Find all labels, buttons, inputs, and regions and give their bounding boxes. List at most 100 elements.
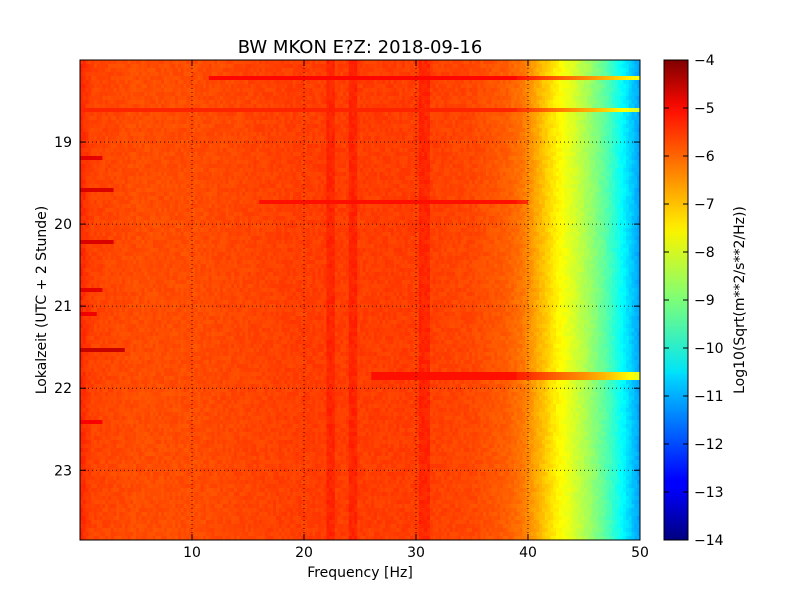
- heatmap-cell: [441, 132, 445, 137]
- heatmap-cell: [449, 96, 453, 101]
- heatmap-cell: [337, 76, 341, 81]
- heatmap-cell: [617, 76, 621, 81]
- heatmap-cell: [396, 148, 400, 153]
- heatmap-cell: [351, 60, 355, 65]
- heatmap-cell: [281, 120, 285, 125]
- heatmap-cell: [222, 120, 226, 125]
- heatmap-cell: [362, 128, 366, 133]
- heatmap-cell: [418, 148, 422, 153]
- heatmap-cell: [312, 80, 316, 85]
- heatmap-cell: [544, 96, 548, 101]
- heatmap-cell: [267, 152, 271, 157]
- heatmap-cell: [547, 148, 551, 153]
- heatmap-cell: [354, 148, 358, 153]
- heatmap-cell: [430, 80, 434, 85]
- heatmap-cell: [455, 152, 459, 157]
- heatmap-cell: [248, 84, 252, 89]
- heatmap-cell: [626, 64, 630, 69]
- heatmap-cell: [486, 112, 490, 117]
- heatmap-cell: [220, 120, 224, 125]
- heatmap-cell: [609, 88, 613, 93]
- heatmap-cell: [536, 124, 540, 129]
- heatmap-cell: [474, 64, 478, 69]
- heatmap-cell: [407, 104, 411, 109]
- heatmap-cell: [180, 156, 184, 161]
- heatmap-cell: [522, 68, 526, 73]
- heatmap-cell: [155, 152, 159, 157]
- heatmap-cell: [410, 68, 414, 73]
- heatmap-cell: [262, 72, 266, 77]
- heatmap-cell: [402, 100, 406, 105]
- heatmap-cell: [427, 92, 431, 97]
- heatmap-cell: [253, 144, 257, 149]
- heatmap-cell: [239, 92, 243, 97]
- heatmap-cell: [290, 112, 294, 117]
- heatmap-cell: [497, 72, 501, 77]
- heatmap-cell: [152, 120, 156, 125]
- heatmap-cell: [351, 72, 355, 77]
- heatmap-cell: [567, 80, 571, 85]
- heatmap-cell: [304, 120, 308, 125]
- heatmap-cell: [620, 128, 624, 133]
- heatmap-cell: [270, 136, 274, 141]
- heatmap-cell: [105, 88, 109, 93]
- heatmap-cell: [192, 80, 196, 85]
- heatmap-cell: [225, 144, 229, 149]
- heatmap-cell: [553, 60, 557, 65]
- heatmap-cell: [502, 148, 506, 153]
- heatmap-cell: [564, 132, 568, 137]
- heatmap-cell: [536, 100, 540, 105]
- heatmap-cell: [511, 108, 515, 113]
- heatmap-cell: [144, 76, 148, 81]
- heatmap-cell: [309, 60, 313, 65]
- heatmap-cell: [124, 60, 128, 65]
- heatmap-cell: [399, 124, 403, 129]
- heatmap-cell: [124, 64, 128, 69]
- heatmap-cell: [183, 68, 187, 73]
- heatmap-cell: [228, 116, 232, 121]
- heatmap-cell: [164, 144, 168, 149]
- heatmap-cell: [542, 60, 546, 65]
- heatmap-cell: [424, 152, 428, 157]
- heatmap-cell: [620, 140, 624, 145]
- heatmap-cell: [488, 128, 492, 133]
- heatmap-cell: [119, 136, 123, 141]
- heatmap-cell: [620, 64, 624, 69]
- heatmap-cell: [505, 64, 509, 69]
- heatmap-cell: [346, 128, 350, 133]
- heatmap-cell: [329, 60, 333, 65]
- heatmap-cell: [544, 124, 548, 129]
- heatmap-cell: [304, 152, 308, 157]
- heatmap-cell: [371, 80, 375, 85]
- heatmap-cell: [570, 128, 574, 133]
- heatmap-cell: [194, 84, 198, 89]
- heatmap-cell: [404, 92, 408, 97]
- heatmap-cell: [516, 148, 520, 153]
- heatmap-cell: [494, 148, 498, 153]
- heatmap-cell: [592, 84, 596, 89]
- heatmap-cell: [472, 128, 476, 133]
- heatmap-cell: [379, 76, 383, 81]
- heatmap-cell: [404, 136, 408, 141]
- heatmap-cell: [343, 96, 347, 101]
- heatmap-cell: [250, 120, 254, 125]
- heatmap-cell: [326, 148, 330, 153]
- heatmap-cell: [262, 156, 266, 161]
- heatmap-cell: [570, 112, 574, 117]
- heatmap-cell: [598, 72, 602, 77]
- heatmap-cell: [287, 132, 291, 137]
- heatmap-cell: [388, 88, 392, 93]
- heatmap-cell: [214, 84, 218, 89]
- heatmap-cell: [396, 120, 400, 125]
- heatmap-cell: [570, 100, 574, 105]
- heatmap-cell: [365, 140, 369, 145]
- heatmap-cell: [152, 60, 156, 65]
- heatmap-cell: [614, 120, 618, 125]
- heatmap-cell: [550, 92, 554, 97]
- heatmap-cell: [441, 68, 445, 73]
- heatmap-cell: [628, 92, 632, 97]
- heatmap-cell: [539, 152, 543, 157]
- heatmap-cell: [427, 152, 431, 157]
- heatmap-cell: [253, 124, 257, 129]
- heatmap-cell: [334, 136, 338, 141]
